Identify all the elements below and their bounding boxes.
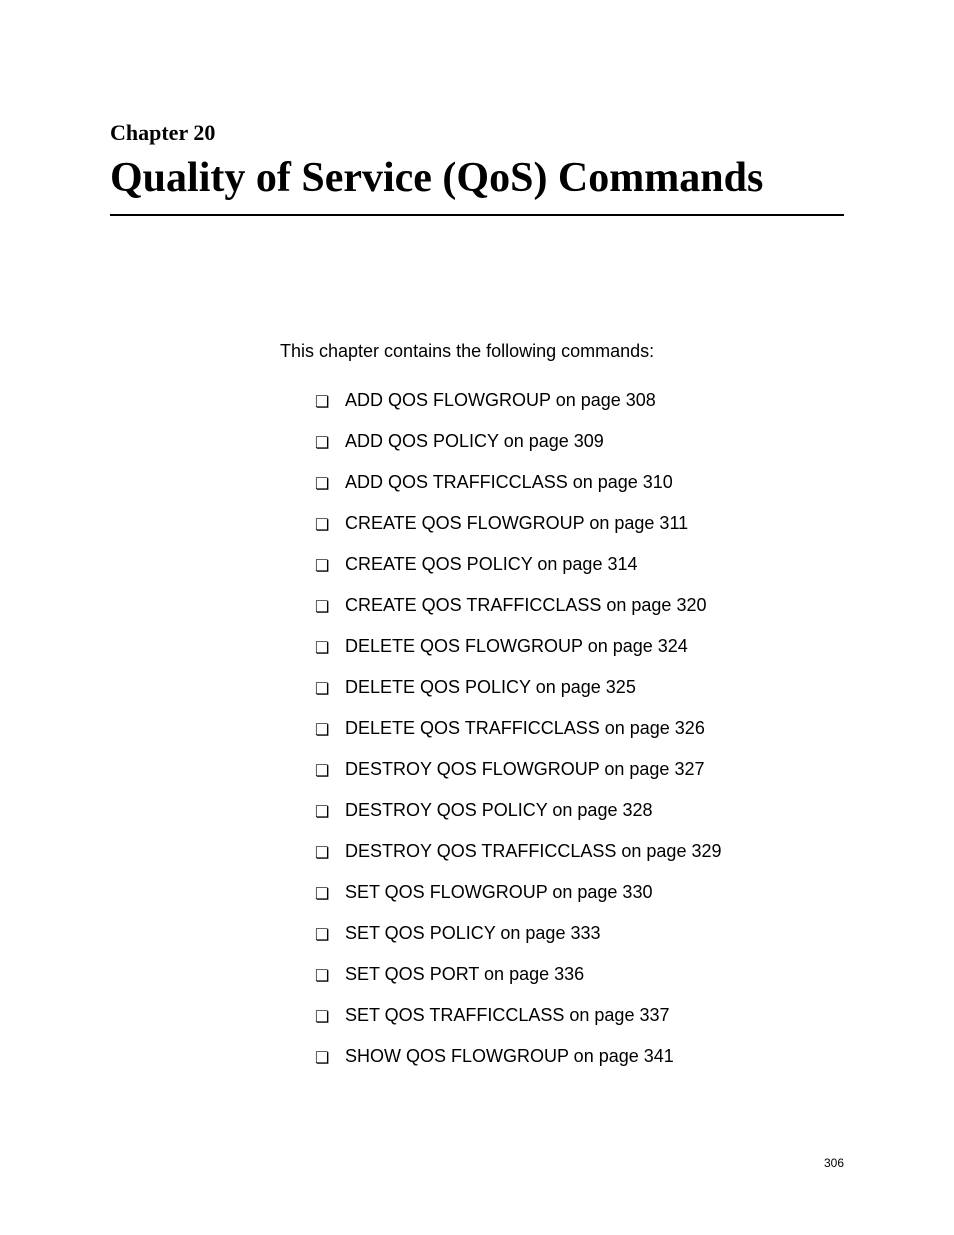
command-entry-text: DELETE QOS TRAFFICCLASS on page 326	[345, 718, 705, 738]
command-list-item: ❏ DESTROY QOS POLICY on page 328	[315, 800, 844, 821]
command-entry-text: DELETE QOS FLOWGROUP on page 324	[345, 636, 688, 656]
command-list-item: ❏ DELETE QOS POLICY on page 325	[315, 677, 844, 698]
command-list-item: ❏ DESTROY QOS FLOWGROUP on page 327	[315, 759, 844, 780]
bullet-icon: ❏	[315, 720, 329, 740]
bullet-icon: ❏	[315, 925, 329, 945]
chapter-title: Quality of Service (QoS) Commands	[110, 154, 844, 216]
command-list-item: ❏ SET QOS TRAFFICCLASS on page 337	[315, 1005, 844, 1026]
command-entry-text: DESTROY QOS TRAFFICCLASS on page 329	[345, 841, 722, 861]
command-entry-text: SET QOS FLOWGROUP on page 330	[345, 882, 652, 902]
bullet-icon: ❏	[315, 392, 329, 412]
command-list-item: ❏ ADD QOS POLICY on page 309	[315, 431, 844, 452]
command-entry-text: ADD QOS FLOWGROUP on page 308	[345, 390, 656, 410]
bullet-icon: ❏	[315, 843, 329, 863]
command-entry-text: SET QOS TRAFFICCLASS on page 337	[345, 1005, 669, 1025]
bullet-icon: ❏	[315, 966, 329, 986]
page-content: Chapter 20 Quality of Service (QoS) Comm…	[0, 0, 954, 1067]
bullet-icon: ❏	[315, 638, 329, 658]
command-entry-text: SET QOS POLICY on page 333	[345, 923, 601, 943]
command-list-item: ❏ CREATE QOS TRAFFICCLASS on page 320	[315, 595, 844, 616]
bullet-icon: ❏	[315, 761, 329, 781]
intro-text: This chapter contains the following comm…	[280, 341, 844, 362]
command-list-item: ❏ SET QOS PORT on page 336	[315, 964, 844, 985]
bullet-icon: ❏	[315, 802, 329, 822]
bullet-icon: ❏	[315, 556, 329, 576]
command-entry-text: DESTROY QOS POLICY on page 328	[345, 800, 653, 820]
command-list-item: ❏ DELETE QOS FLOWGROUP on page 324	[315, 636, 844, 657]
command-entry-text: DESTROY QOS FLOWGROUP on page 327	[345, 759, 704, 779]
bullet-icon: ❏	[315, 474, 329, 494]
bullet-icon: ❏	[315, 1007, 329, 1027]
command-entry-text: CREATE QOS POLICY on page 314	[345, 554, 637, 574]
page-number: 306	[824, 1156, 844, 1170]
command-entry-text: ADD QOS POLICY on page 309	[345, 431, 604, 451]
command-list: ❏ ADD QOS FLOWGROUP on page 308 ❏ ADD QOS P…	[315, 390, 844, 1067]
command-list-item: ❏ DESTROY QOS TRAFFICCLASS on page 329	[315, 841, 844, 862]
bullet-icon: ❏	[315, 515, 329, 535]
bullet-icon: ❏	[315, 884, 329, 904]
bullet-icon: ❏	[315, 597, 329, 617]
command-list-item: ❏ CREATE QOS POLICY on page 314	[315, 554, 844, 575]
command-entry-text: SET QOS PORT on page 336	[345, 964, 584, 984]
command-list-item: ❏ SET QOS FLOWGROUP on page 330	[315, 882, 844, 903]
command-entry-text: CREATE QOS FLOWGROUP on page 311	[345, 513, 688, 533]
command-entry-text: DELETE QOS POLICY on page 325	[345, 677, 636, 697]
command-entry-text: ADD QOS TRAFFICCLASS on page 310	[345, 472, 673, 492]
command-list-item: ❏ SHOW QOS FLOWGROUP on page 341	[315, 1046, 844, 1067]
command-list-item: ❏ ADD QOS TRAFFICCLASS on page 310	[315, 472, 844, 493]
command-list-item: ❏ CREATE QOS FLOWGROUP on page 311	[315, 513, 844, 534]
command-entry-text: SHOW QOS FLOWGROUP on page 341	[345, 1046, 674, 1066]
command-list-item: ❏ DELETE QOS TRAFFICCLASS on page 326	[315, 718, 844, 739]
bullet-icon: ❏	[315, 1048, 329, 1068]
bullet-icon: ❏	[315, 679, 329, 699]
command-list-item: ❏ SET QOS POLICY on page 333	[315, 923, 844, 944]
chapter-label: Chapter 20	[110, 120, 844, 146]
command-list-item: ❏ ADD QOS FLOWGROUP on page 308	[315, 390, 844, 411]
bullet-icon: ❏	[315, 433, 329, 453]
command-entry-text: CREATE QOS TRAFFICCLASS on page 320	[345, 595, 706, 615]
